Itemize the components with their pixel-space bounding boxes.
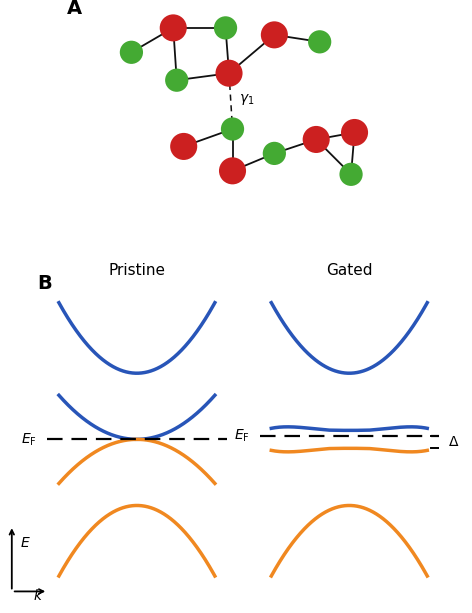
- Point: [173, 75, 180, 85]
- Point: [351, 128, 358, 137]
- Text: Gated: Gated: [326, 264, 372, 278]
- Point: [347, 169, 355, 179]
- Text: $E$: $E$: [20, 536, 31, 549]
- Point: [229, 166, 236, 176]
- Point: [180, 142, 187, 151]
- Point: [312, 134, 320, 144]
- Text: $E_{\rm F}$: $E_{\rm F}$: [21, 431, 37, 447]
- Point: [169, 23, 177, 32]
- Point: [127, 47, 135, 57]
- Text: Pristine: Pristine: [109, 264, 165, 278]
- Point: [316, 37, 323, 47]
- Text: A: A: [67, 0, 82, 18]
- Point: [225, 68, 233, 78]
- Text: B: B: [37, 275, 52, 294]
- Point: [270, 30, 278, 40]
- Text: $\Delta$: $\Delta$: [448, 435, 460, 449]
- Text: $E_{\rm F}$: $E_{\rm F}$: [234, 428, 250, 444]
- Text: $k$: $k$: [33, 588, 43, 603]
- Text: $\gamma_1$: $\gamma_1$: [239, 92, 255, 107]
- Point: [222, 23, 229, 32]
- Point: [270, 148, 278, 158]
- Point: [229, 124, 236, 134]
